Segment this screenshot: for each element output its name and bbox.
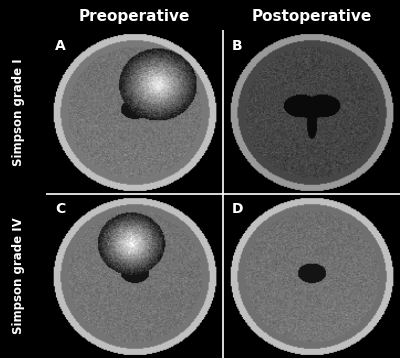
Text: A: A [55, 39, 66, 53]
Text: Simpson grade IV: Simpson grade IV [12, 218, 25, 334]
Text: Preoperative: Preoperative [79, 9, 190, 24]
Text: D: D [232, 202, 243, 216]
Text: C: C [55, 202, 65, 216]
Text: B: B [232, 39, 242, 53]
Text: Simpson grade I: Simpson grade I [12, 58, 25, 166]
Text: Postoperative: Postoperative [251, 9, 372, 24]
